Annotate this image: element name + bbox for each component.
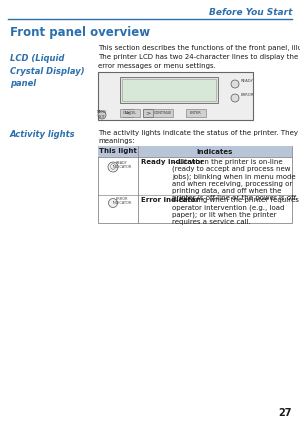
- Text: Ready indicator: Ready indicator: [141, 159, 204, 165]
- Circle shape: [109, 198, 118, 207]
- Text: LCD (Liquid
Crystal Display)
panel: LCD (Liquid Crystal Display) panel: [10, 54, 85, 88]
- Bar: [98, 146, 292, 223]
- Text: ◯: ◯: [110, 164, 116, 170]
- Text: Indicates: Indicates: [197, 148, 233, 155]
- Text: ERROR
INDICATOR: ERROR INDICATOR: [112, 197, 132, 205]
- Circle shape: [98, 111, 106, 119]
- Text: Before You Start: Before You Start: [208, 8, 292, 17]
- Text: Error indicator: Error indicator: [141, 197, 199, 203]
- Text: 27: 27: [278, 408, 292, 418]
- Text: >: >: [146, 110, 151, 116]
- Circle shape: [231, 80, 239, 88]
- Text: <: <: [125, 110, 130, 116]
- Circle shape: [108, 162, 118, 172]
- Text: This light: This light: [99, 148, 137, 155]
- Text: This section describes the functions of the front panel, illustrated below:: This section describes the functions of …: [98, 45, 300, 51]
- Text: MENU
EXIT: MENU EXIT: [97, 110, 107, 119]
- Text: The printer LCD has two 24-character lines to display the printer's status/
erro: The printer LCD has two 24-character lin…: [98, 54, 300, 68]
- Text: —Lit when the printer is on-line (ready to accept and process new jobs); blinkin: —Lit when the printer is on-line (ready …: [172, 159, 298, 201]
- Text: —Blinking when the printer requires operator intervention (e.g., load paper); or: —Blinking when the printer requires oper…: [172, 197, 299, 225]
- Text: ERROR: ERROR: [241, 93, 254, 97]
- Text: Activity lights: Activity lights: [10, 130, 76, 139]
- Bar: [98, 72, 253, 120]
- Bar: [123, 109, 133, 117]
- Bar: [120, 77, 218, 103]
- Text: The activity lights indicate the status of the printer. They have the following
: The activity lights indicate the status …: [98, 130, 300, 145]
- Text: CANCEL: CANCEL: [123, 111, 137, 115]
- Text: READY
INDICATOR: READY INDICATOR: [112, 161, 132, 169]
- Text: ENTER: ENTER: [190, 111, 202, 115]
- Bar: [122, 79, 216, 101]
- Text: CONTINUE: CONTINUE: [154, 111, 172, 115]
- Bar: [98, 146, 292, 157]
- Bar: [153, 109, 173, 117]
- Text: Front panel overview: Front panel overview: [10, 26, 150, 39]
- Circle shape: [231, 94, 239, 102]
- Text: READY: READY: [241, 79, 254, 83]
- Bar: [143, 109, 153, 117]
- Bar: [186, 109, 206, 117]
- Bar: [120, 109, 140, 117]
